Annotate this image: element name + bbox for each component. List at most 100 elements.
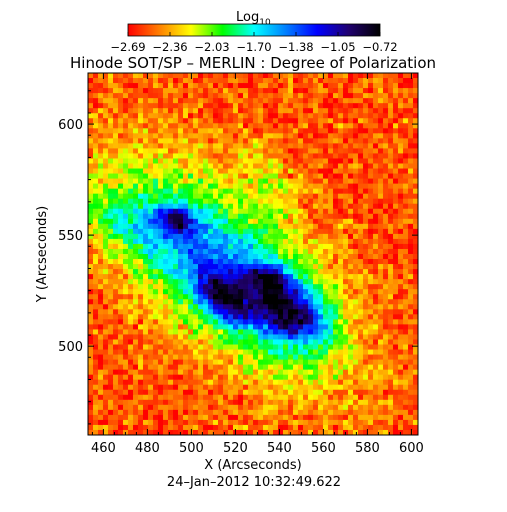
heatmap-cell: [328, 354, 334, 361]
heatmap-cell: [238, 399, 244, 406]
heatmap-cell: [348, 93, 354, 99]
heatmap-cell: [388, 83, 394, 89]
heatmap-cell: [243, 314, 249, 320]
heatmap-cell: [268, 329, 274, 335]
heatmap-cell: [93, 108, 99, 114]
heatmap-cell: [138, 83, 144, 89]
heatmap-cell: [318, 329, 324, 335]
heatmap-cell: [253, 409, 259, 416]
heatmap-cell: [163, 409, 169, 416]
heatmap-cell: [253, 319, 259, 325]
heatmap-cell: [113, 254, 119, 260]
heatmap-cell: [213, 354, 219, 361]
heatmap-cell: [113, 314, 119, 320]
heatmap-cell: [153, 274, 159, 280]
heatmap-cell: [213, 173, 219, 180]
heatmap-cell: [348, 419, 354, 426]
heatmap-cell: [313, 359, 319, 366]
heatmap-cell: [228, 143, 234, 149]
heatmap-cell: [178, 173, 184, 180]
heatmap-cell: [403, 118, 409, 124]
heatmap-cell: [398, 339, 404, 345]
heatmap-cell: [238, 309, 244, 315]
heatmap-cell: [228, 294, 234, 300]
heatmap-cell: [188, 409, 194, 416]
heatmap-cell: [228, 349, 234, 356]
heatmap-cell: [283, 98, 289, 104]
heatmap-cell: [413, 379, 418, 386]
heatmap-cell: [383, 314, 389, 320]
heatmap-cell: [268, 238, 274, 245]
heatmap-cell: [278, 183, 284, 190]
heatmap-cell: [308, 78, 314, 84]
heatmap-cell: [203, 349, 209, 356]
heatmap-cell: [338, 78, 344, 84]
heatmap-cell: [408, 324, 414, 330]
heatmap-cell: [378, 414, 384, 421]
heatmap-cell: [163, 419, 169, 426]
heatmap-cell: [163, 309, 169, 315]
heatmap-cell: [403, 349, 409, 356]
heatmap-cell: [248, 183, 254, 190]
heatmap-cell: [243, 143, 249, 149]
heatmap-cell: [108, 73, 114, 79]
heatmap-cell: [363, 133, 369, 139]
heatmap-cell: [398, 364, 404, 371]
heatmap-cell: [198, 399, 204, 406]
heatmap-cell: [193, 78, 199, 84]
chart-title: Hinode SOT/SP – MERLIN : Degree of Polar…: [70, 54, 436, 72]
heatmap-cell: [118, 248, 124, 255]
heatmap-cell: [178, 203, 184, 210]
heatmap-cell: [88, 103, 94, 109]
heatmap-cell: [403, 173, 409, 180]
heatmap-cell: [218, 203, 224, 210]
heatmap-cell: [388, 218, 394, 225]
heatmap-cell: [203, 198, 209, 205]
heatmap-cell: [398, 319, 404, 325]
heatmap-cell: [198, 98, 204, 104]
heatmap-cell: [308, 409, 314, 416]
heatmap-cell: [288, 354, 294, 361]
heatmap-cell: [373, 259, 379, 265]
heatmap-cell: [293, 163, 299, 170]
heatmap-cell: [398, 394, 404, 401]
heatmap-cell: [388, 329, 394, 335]
heatmap-cell: [343, 284, 349, 290]
heatmap-cell: [108, 123, 114, 129]
heatmap-cell: [143, 314, 149, 320]
heatmap-cell: [118, 138, 124, 144]
heatmap-cell: [128, 384, 134, 391]
heatmap-cell: [88, 158, 94, 164]
heatmap-cell: [133, 309, 139, 315]
heatmap-cell: [293, 183, 299, 190]
heatmap-cell: [303, 274, 309, 280]
heatmap-cell: [213, 324, 219, 330]
heatmap-cell: [143, 404, 149, 411]
heatmap-cell: [253, 118, 259, 124]
heatmap-cell: [368, 138, 374, 144]
heatmap-cell: [288, 389, 294, 396]
heatmap-cell: [368, 203, 374, 210]
colorbar-tick-label: −1.38: [278, 40, 313, 54]
heatmap-cell: [403, 394, 409, 401]
heatmap-cell: [113, 223, 119, 230]
heatmap-cell: [398, 304, 404, 310]
heatmap-cell: [133, 78, 139, 84]
heatmap-cell: [193, 238, 199, 245]
heatmap-cell: [408, 334, 414, 340]
heatmap-cell: [398, 399, 404, 406]
heatmap-cell: [153, 329, 159, 335]
heatmap-cell: [363, 128, 369, 134]
heatmap-cell: [218, 414, 224, 421]
heatmap-cell: [343, 173, 349, 180]
heatmap-cell: [103, 163, 109, 170]
heatmap-cell: [208, 314, 214, 320]
heatmap-cell: [98, 299, 104, 305]
heatmap-cell: [108, 379, 114, 386]
heatmap-cell: [178, 138, 184, 144]
heatmap-cell: [278, 148, 284, 154]
heatmap-cell: [193, 429, 199, 435]
heatmap-cell: [358, 93, 364, 99]
heatmap-cell: [328, 349, 334, 356]
heatmap-cell: [308, 334, 314, 340]
